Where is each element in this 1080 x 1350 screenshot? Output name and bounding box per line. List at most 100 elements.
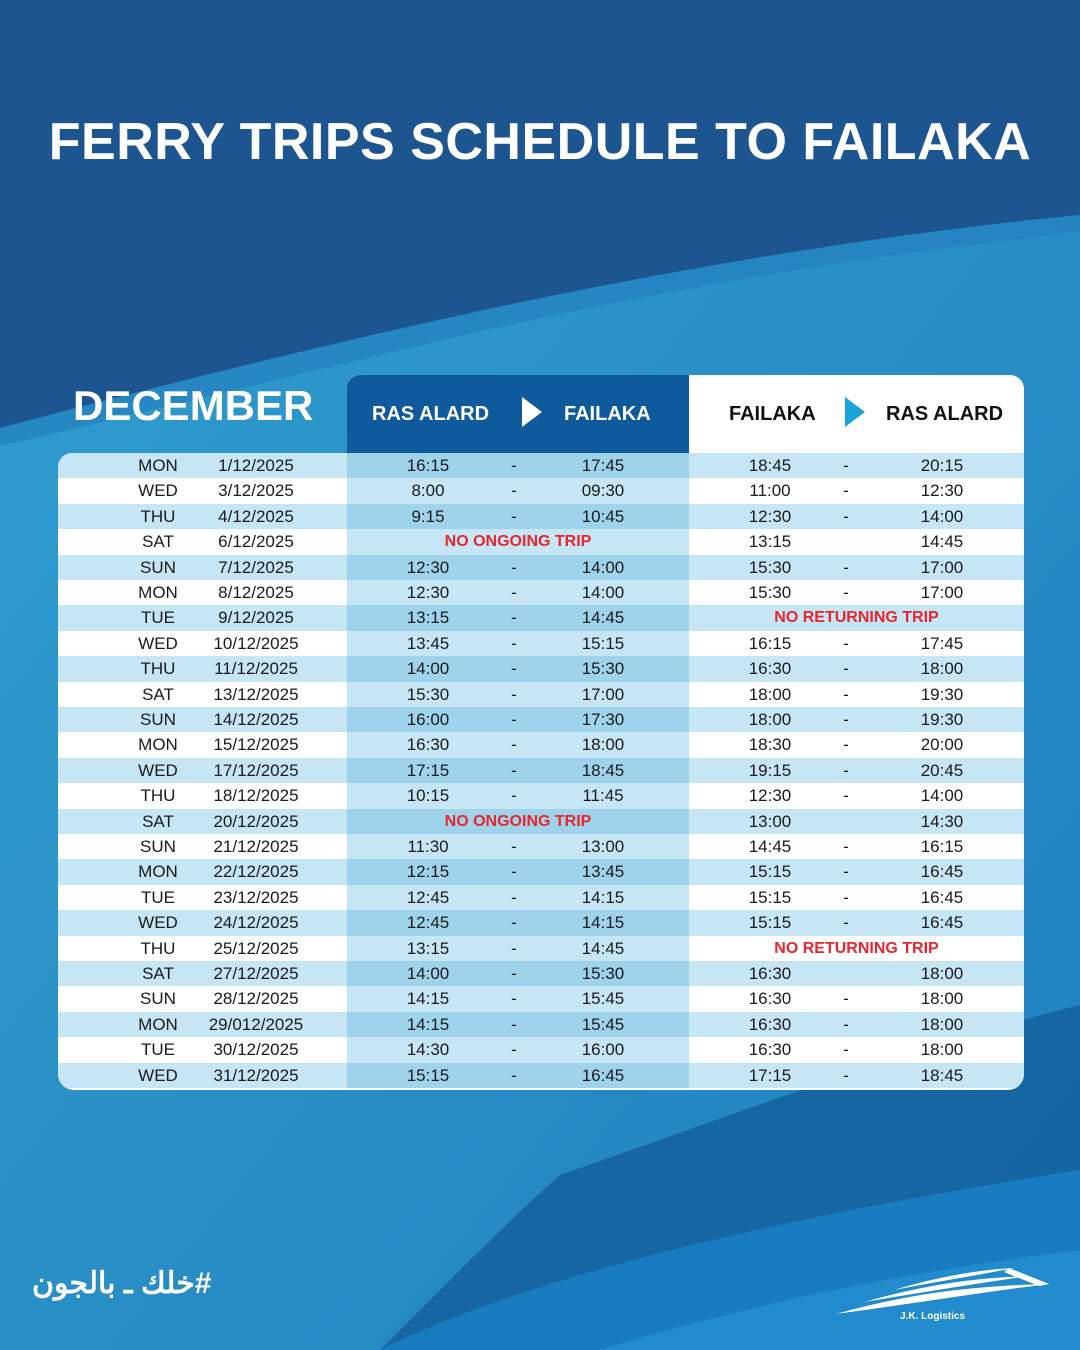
table-row: SAT 27/12/2025 14:00 - 15:30 16:30 18:00 [58, 961, 1024, 987]
time-separator: - [843, 1065, 849, 1085]
outbound-departure: 13:15 [406, 938, 450, 958]
time-separator [835, 529, 857, 554]
return-departure: 11:00 [749, 481, 791, 501]
time-separator: - [511, 837, 517, 856]
time-separator: - [843, 506, 849, 526]
table-row: THU 4/12/2025 9:15 - 10:45 12:30 - 14:00 [58, 503, 1024, 530]
date-cell: 6/12/2025 [218, 532, 294, 552]
return-arrival: 16:45 [920, 913, 964, 933]
outbound-arrival: 17:45 [581, 456, 625, 475]
return-arrival: 20:15 [920, 456, 964, 475]
time-separator: - [843, 659, 849, 679]
day-cell: SAT [142, 532, 174, 552]
table-row: WED 24/12/2025 12:45 - 14:15 15:15 - 16:45 [58, 910, 1024, 936]
date-cell: 30/12/2025 [213, 1040, 299, 1060]
table-row: SUN 21/12/2025 11:30 - 13:00 14:45 - 16:15 [58, 834, 1024, 860]
outbound-arrival: 15:30 [581, 964, 625, 983]
date-cell: 14/12/2025 [213, 710, 299, 729]
time-separator: - [843, 887, 849, 907]
day-cell: THU [140, 659, 176, 679]
outbound-arrival: 18:45 [581, 760, 625, 780]
time-separator: - [843, 1014, 849, 1034]
time-separator: - [511, 887, 517, 907]
day-cell: WED [138, 481, 178, 501]
day-cell: SAT [142, 964, 174, 983]
return-arrival: 16:45 [920, 862, 964, 882]
return-arrival: 16:45 [920, 887, 964, 907]
time-separator: - [843, 710, 849, 729]
return-departure: 18:45 [748, 456, 792, 475]
table-row: WED 3/12/2025 8:00 - 09:30 11:00 - 12:30 [58, 478, 1024, 504]
time-separator: - [843, 1040, 849, 1060]
return-arrival: 14:00 [920, 786, 964, 806]
return-to-label: RAS ALARD [886, 403, 1004, 425]
outbound-arrival: 14:15 [581, 887, 625, 907]
day-cell: SAT [142, 811, 174, 831]
time-separator: - [511, 583, 517, 602]
table-row: SAT 20/12/2025 NO ONGOING TRIP 13:00 14:30 [58, 808, 1024, 834]
table-row: MON 22/12/2025 12:15 - 13:45 15:15 - 16:45 [58, 859, 1024, 885]
return-departure: 16:30 [748, 964, 792, 983]
table-row: SUN 14/12/2025 16:00 - 17:30 18:00 - 19:30 [58, 707, 1024, 733]
table-row: SUN 28/12/2025 14:15 - 15:45 16:30 - 18:00 [58, 986, 1024, 1012]
return-departure: 15:30 [748, 583, 792, 602]
return-departure: 18:00 [748, 710, 792, 729]
outbound-arrival: 11:45 [582, 786, 624, 806]
return-departure: 16:30 [748, 1014, 792, 1034]
day-cell: MON [138, 583, 178, 602]
time-separator: - [511, 506, 517, 526]
return-departure: 16:30 [748, 989, 792, 1009]
day-cell: WED [138, 633, 178, 653]
date-cell: 4/12/2025 [218, 506, 294, 526]
outbound-departure: 12:45 [406, 887, 450, 907]
date-cell: 1/12/2025 [218, 456, 294, 475]
return-arrival: 18:00 [920, 989, 964, 1009]
return-departure: 15:15 [748, 887, 792, 907]
day-cell: WED [138, 760, 178, 780]
time-separator: - [843, 481, 849, 501]
outbound-departure: 15:15 [406, 1065, 450, 1085]
time-separator: - [843, 735, 849, 755]
table-row: WED 10/12/2025 13:45 - 15:15 16:15 - 17:45 [58, 630, 1024, 657]
date-cell: 11/12/2025 [214, 659, 298, 679]
time-separator: - [843, 989, 849, 1009]
date-cell: 10/12/2025 [213, 633, 299, 653]
outbound-arrival: 13:45 [581, 862, 625, 882]
time-separator: - [843, 862, 849, 882]
outbound-arrival: 14:00 [581, 583, 625, 602]
outbound-arrival: 14:00 [581, 557, 625, 577]
day-cell: THU [140, 506, 176, 526]
time-separator: - [511, 1065, 517, 1085]
date-cell: 20/12/2025 [213, 811, 299, 831]
outbound-departure: 12:15 [406, 862, 450, 882]
outbound-departure: 16:15 [406, 456, 450, 475]
time-separator: - [511, 735, 517, 755]
time-separator: - [843, 837, 849, 856]
outbound-departure: 9:15 [411, 506, 445, 526]
table-row: WED 17/12/2025 17:15 - 18:45 19:15 - 20:45 [58, 757, 1024, 784]
time-separator: - [511, 481, 517, 501]
return-departure: 13:15 [748, 532, 792, 552]
day-cell: SUN [140, 710, 176, 729]
boat-logo-icon [836, 1268, 1049, 1314]
table-row: SUN 7/12/2025 12:30 - 14:00 15:30 - 17:00 [58, 554, 1024, 580]
time-separator: - [511, 684, 517, 704]
outbound-to-label: FAILAKA [564, 403, 651, 425]
return-departure: 12:30 [748, 786, 792, 806]
outbound-arrival: 17:30 [581, 710, 625, 729]
date-cell: 9/12/2025 [218, 608, 294, 628]
time-separator: - [511, 786, 517, 806]
return-departure: 14:45 [748, 837, 792, 856]
time-separator: - [843, 583, 849, 602]
table-row: TUE 30/12/2025 14:30 - 16:00 16:30 - 18:00 [58, 1037, 1024, 1063]
time-separator [835, 961, 857, 986]
return-arrival: 17:00 [920, 557, 964, 577]
outbound-departure: 12:30 [406, 557, 450, 577]
return-departure: 15:15 [748, 913, 792, 933]
return-departure: 16:30 [748, 659, 792, 679]
time-separator: - [843, 456, 849, 475]
time-separator: - [843, 557, 849, 577]
time-separator: - [511, 1040, 517, 1060]
outbound-arrival: 14:15 [581, 913, 625, 933]
time-separator: - [511, 659, 517, 679]
